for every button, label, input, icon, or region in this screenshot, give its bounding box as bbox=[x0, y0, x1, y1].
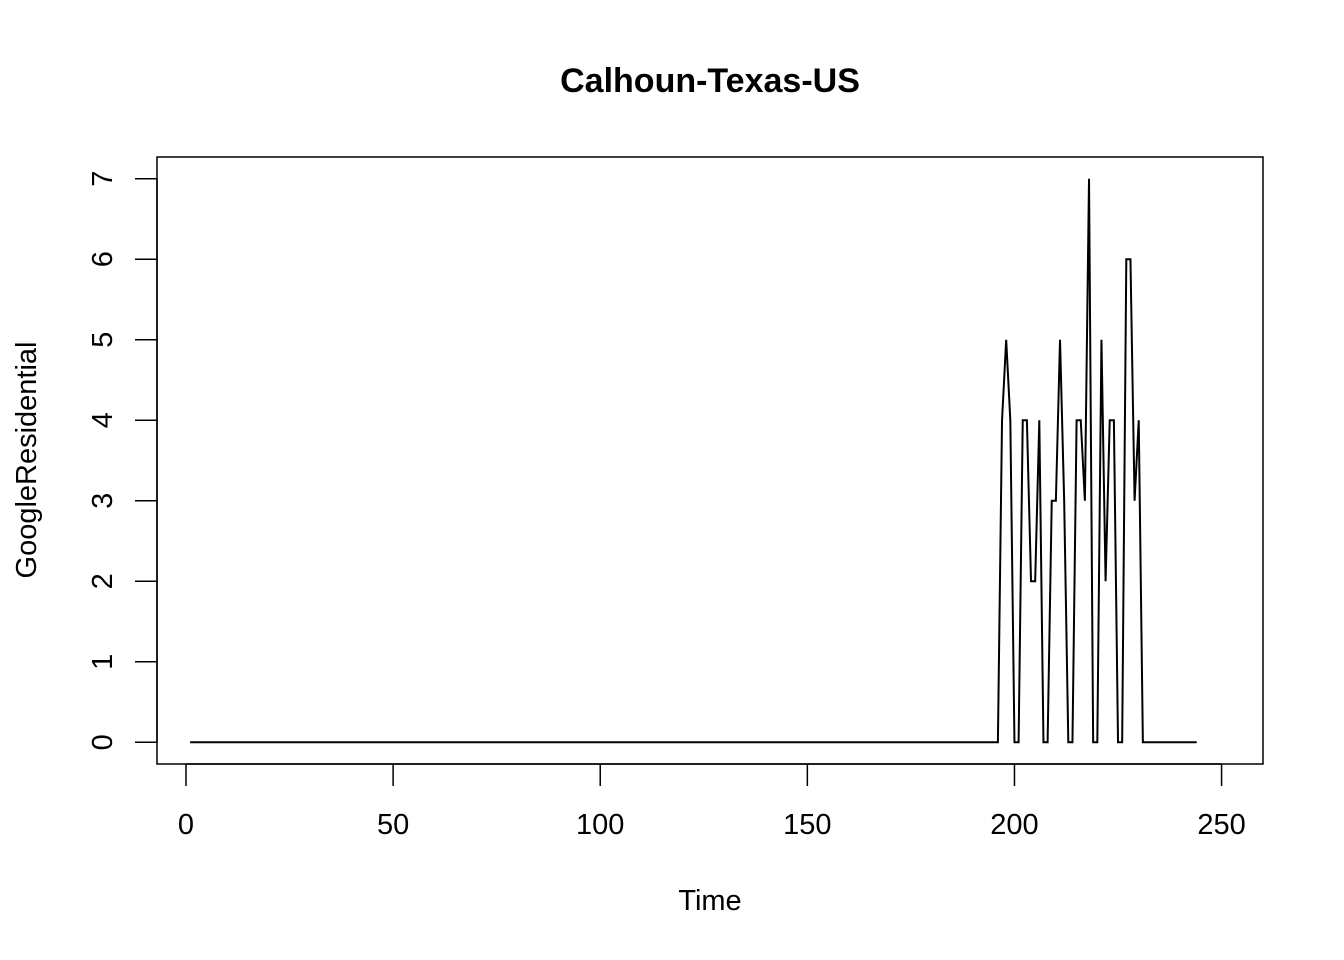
y-tick-label: 4 bbox=[87, 412, 119, 428]
x-tick-label: 150 bbox=[783, 809, 831, 841]
y-tick-label: 6 bbox=[87, 251, 119, 267]
y-tick-label: 2 bbox=[87, 573, 119, 589]
y-axis-label: GoogleResidential bbox=[11, 342, 43, 579]
x-tick-label: 50 bbox=[377, 809, 409, 841]
y-tick-label: 7 bbox=[87, 171, 119, 187]
y-tick-label: 3 bbox=[87, 493, 119, 509]
x-axis-label: Time bbox=[678, 885, 741, 917]
x-axis: 0 50 100 150 200 250 bbox=[178, 763, 1246, 841]
series-line bbox=[190, 178, 1197, 744]
y-axis: 0 1 2 3 4 5 6 7 bbox=[87, 171, 158, 750]
y-tick-label: 1 bbox=[87, 654, 119, 670]
chart-title: Calhoun-Texas-US bbox=[560, 62, 860, 100]
y-tick-label: 0 bbox=[87, 734, 119, 750]
x-tick-label: 200 bbox=[990, 809, 1038, 841]
x-tick-label: 100 bbox=[576, 809, 624, 841]
y-tick-label: 5 bbox=[87, 332, 119, 348]
x-tick-label: 250 bbox=[1197, 809, 1245, 841]
x-tick-label: 0 bbox=[178, 809, 194, 841]
